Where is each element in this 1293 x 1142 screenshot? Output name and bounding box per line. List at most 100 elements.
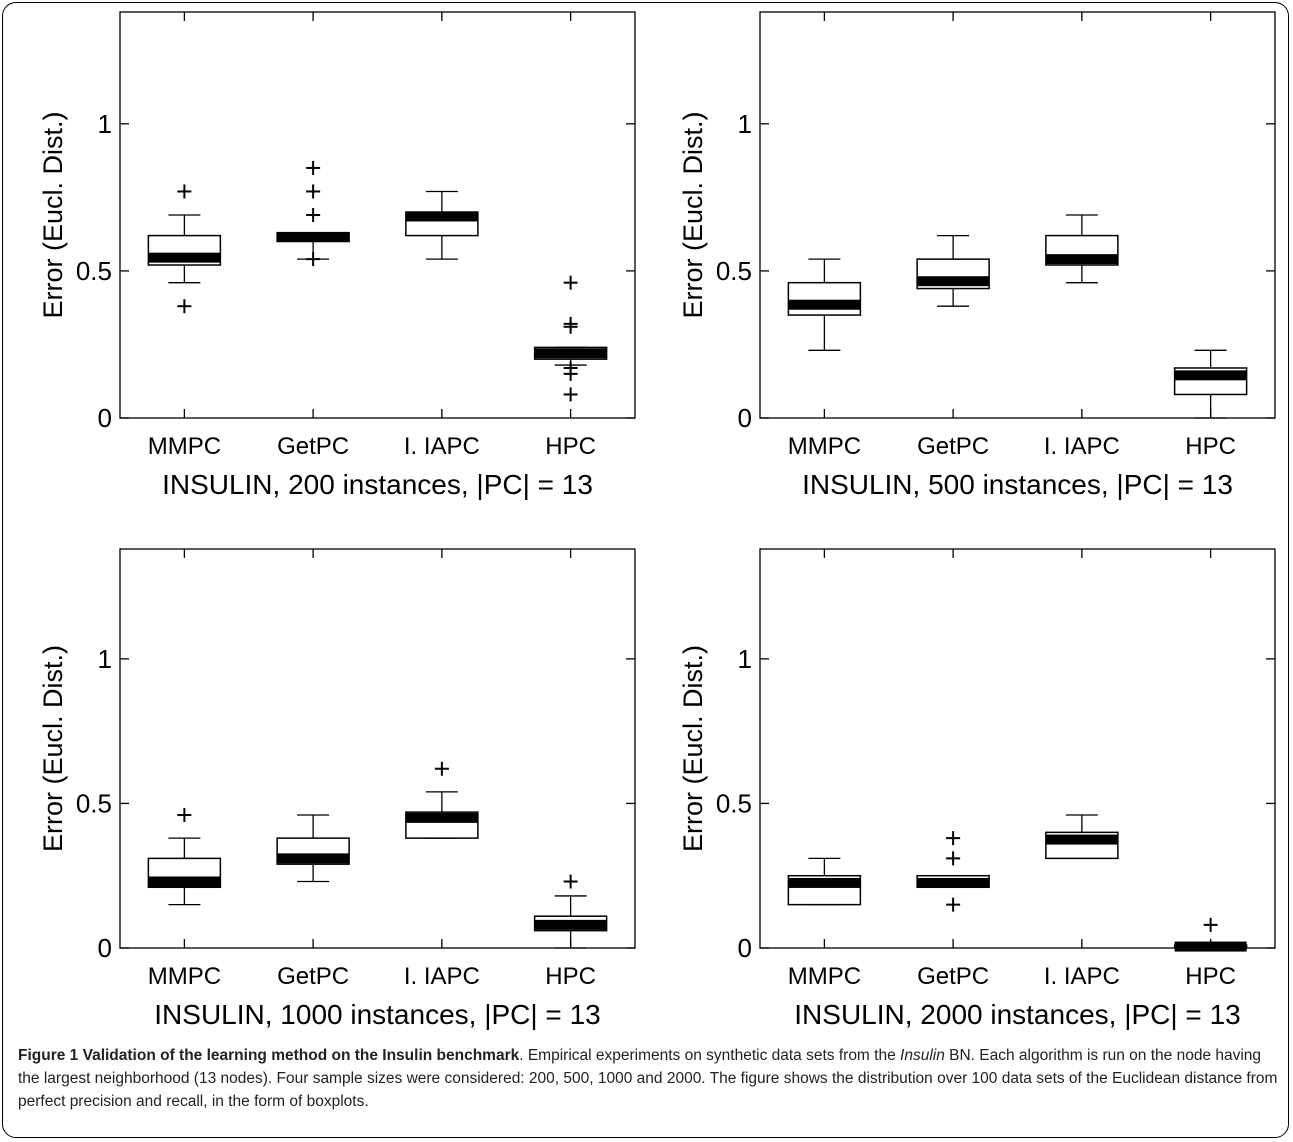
panel-3-median-bar bbox=[277, 853, 350, 864]
panel-2-median-bar bbox=[788, 299, 861, 310]
panel-1-ytick-label: 1 bbox=[98, 109, 112, 139]
panel-3-median-bar bbox=[534, 919, 607, 930]
panel-1-outlier-marker bbox=[306, 252, 321, 267]
panel-4-axes-frame bbox=[759, 548, 1276, 949]
panel-4-ytick-label: 0 bbox=[738, 933, 752, 963]
panel-4-box-3 bbox=[1045, 814, 1119, 860]
panel-3-category-label: GetPC bbox=[277, 963, 349, 990]
panel-1-outlier-marker bbox=[563, 316, 578, 331]
panel-2-box-1 bbox=[787, 258, 862, 351]
panel-4-outlier-marker bbox=[946, 897, 961, 912]
panel-1-xlabel: INSULIN, 200 instances, |PC| = 13 bbox=[162, 469, 593, 500]
panel-1-box-2 bbox=[276, 160, 350, 267]
panel-2-ytick-label: 1 bbox=[738, 109, 752, 139]
panel-3-category-label: HPC bbox=[545, 963, 596, 990]
panel-2-xlabel: INSULIN, 500 instances, |PC| = 13 bbox=[802, 469, 1233, 500]
panel-3-outlier-marker bbox=[563, 874, 578, 889]
panel-1-outlier-marker bbox=[563, 360, 578, 375]
panel-3-median-bar bbox=[148, 876, 221, 887]
panel-1-group: 0 0.5 1 Error (Eucl. Dist.) MMPC GetPC I. IAPC… bbox=[38, 11, 636, 500]
panel-4-outlier-marker bbox=[946, 851, 961, 866]
panel-3-outlier-marker bbox=[434, 761, 449, 776]
panel-4-ytick-label: 1 bbox=[738, 644, 752, 674]
panel-2-median-bar bbox=[1045, 254, 1118, 265]
panel-3-median-bar bbox=[405, 812, 478, 823]
panel-1-ytick-label: 0 bbox=[98, 403, 112, 433]
panel-1-ytick-label: 0.5 bbox=[76, 256, 112, 286]
panel-4-category-label: MMPC bbox=[788, 963, 861, 990]
panel-2-ytick-label: 0.5 bbox=[716, 256, 752, 286]
panel-4-category-label: GetPC bbox=[917, 963, 989, 990]
panel-4-outlier-marker bbox=[1203, 917, 1218, 932]
panel-4-ylabel: Error (Eucl. Dist.) bbox=[678, 645, 708, 852]
panel-1-box-3 bbox=[405, 190, 479, 260]
panel-2-category-label: HPC bbox=[1185, 433, 1236, 460]
panel-2-category-label: MMPC bbox=[788, 433, 861, 460]
panel-3-outlier-marker bbox=[177, 808, 192, 822]
panel-2-box-4 bbox=[1173, 349, 1248, 419]
panel-4-box-1 bbox=[787, 857, 862, 906]
panel-1-outlier-marker bbox=[306, 160, 321, 175]
panel-1-outlier-marker bbox=[177, 184, 192, 199]
panel-1-axes-frame bbox=[119, 11, 636, 419]
panel-3-axes-frame bbox=[119, 548, 636, 949]
panel-2-axes-frame bbox=[759, 11, 1276, 419]
panel-3-ytick-label: 1 bbox=[98, 644, 112, 674]
panel-4-median-bar bbox=[917, 877, 990, 888]
panel-1-box-1 bbox=[147, 184, 222, 314]
panel-1-outlier-marker bbox=[563, 387, 578, 402]
panel-4-box-4 bbox=[1173, 917, 1248, 952]
panel-1-median-bar bbox=[148, 252, 221, 263]
panel-1-outlier-marker bbox=[306, 208, 321, 222]
panel-2-median-bar bbox=[1174, 370, 1247, 381]
panel-4-median-bar bbox=[1045, 834, 1118, 845]
panel-1-median-bar bbox=[534, 348, 607, 359]
panel-2-box-3 bbox=[1045, 214, 1119, 284]
caption-text-2: BN. Each algorithm is run on the node ha… bbox=[18, 1047, 1278, 1110]
panel-4-category-label: HPC bbox=[1185, 963, 1236, 990]
panel-4-category-label: I. IAPC bbox=[1044, 963, 1120, 990]
panel-3-ytick-label: 0.5 bbox=[76, 788, 112, 818]
panel-4-outlier-marker bbox=[946, 831, 961, 846]
panel-3-category-label: MMPC bbox=[148, 963, 221, 990]
caption-italic: Insulin bbox=[900, 1047, 945, 1064]
panel-3-group: 0 0.5 1 Error (Eucl. Dist.) MMPC GetPC I. IAPC… bbox=[38, 548, 636, 1030]
panel-3-ylabel: Error (Eucl. Dist.) bbox=[38, 645, 68, 852]
panel-2-category-label: GetPC bbox=[917, 433, 989, 460]
panel-2-ylabel: Error (Eucl. Dist.) bbox=[678, 111, 708, 318]
panel-4-xlabel: INSULIN, 2000 instances, |PC| = 13 bbox=[794, 999, 1240, 1030]
caption-label: Figure 1 Validation of the learning meth… bbox=[18, 1047, 520, 1064]
panel-1-ylabel: Error (Eucl. Dist.) bbox=[38, 111, 68, 318]
panel-3-box-1 bbox=[147, 808, 222, 906]
panel-2-iqr-box bbox=[787, 281, 862, 316]
panel-1-category-label: MMPC bbox=[148, 433, 221, 460]
panel-2-group: 0 0.5 1 Error (Eucl. Dist.) MMPC GetPC I. IAPC… bbox=[678, 11, 1276, 500]
panel-3-box-3 bbox=[405, 761, 479, 839]
panel-3-box-4 bbox=[533, 874, 608, 949]
panel-2-ytick-label: 0 bbox=[738, 403, 752, 433]
panel-1-outlier-marker bbox=[306, 184, 321, 199]
caption-text-1: . Empirical experiments on synthetic dat… bbox=[519, 1047, 901, 1064]
figure-caption: Figure 1 Validation of the learning meth… bbox=[18, 1044, 1280, 1113]
panel-2-category-label: I. IAPC bbox=[1044, 433, 1120, 460]
panel-3-xlabel: INSULIN, 1000 instances, |PC| = 13 bbox=[154, 999, 600, 1030]
panel-1-box-4 bbox=[533, 275, 608, 402]
panel-1-category-label: HPC bbox=[545, 433, 596, 460]
panel-4-group: 0 0.5 1 Error (Eucl. Dist.) MMPC GetPC I. IAPC… bbox=[678, 548, 1276, 1030]
panel-4-box-2 bbox=[916, 831, 990, 912]
panel-4-median-bar bbox=[788, 877, 861, 888]
panel-1-outlier-marker bbox=[563, 275, 578, 290]
panel-1-median-bar bbox=[405, 211, 478, 222]
panel-4-ytick-label: 0.5 bbox=[716, 788, 752, 818]
boxplot-figure: 0 0.5 1 Error (Eucl. Dist.) MMPC GetPC I. IAPC… bbox=[38, 11, 1276, 1030]
panel-1-outlier-marker bbox=[177, 299, 192, 314]
panel-4-median-bar bbox=[1174, 941, 1247, 952]
panel-3-ytick-label: 0 bbox=[98, 933, 112, 963]
panel-1-category-label: I. IAPC bbox=[404, 433, 480, 460]
panel-3-category-label: I. IAPC bbox=[404, 963, 480, 990]
panel-3-box-2 bbox=[276, 814, 350, 883]
panel-2-median-bar bbox=[917, 276, 990, 287]
panel-2-box-2 bbox=[916, 234, 990, 307]
panel-1-category-label: GetPC bbox=[277, 433, 349, 460]
